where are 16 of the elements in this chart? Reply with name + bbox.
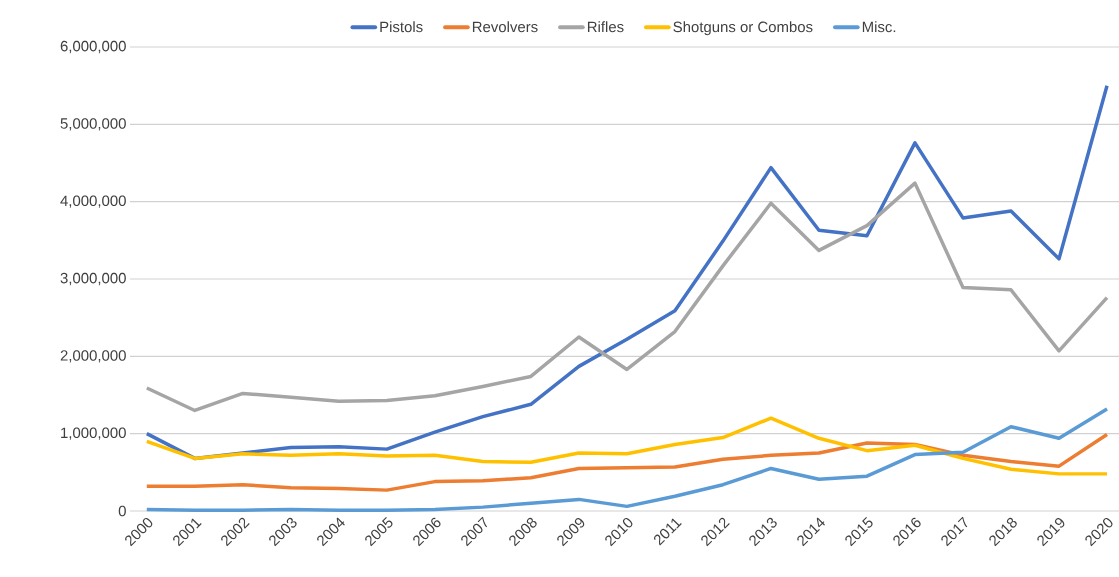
line-series bbox=[145, 407, 1109, 512]
y-tick-label: 3,000,000 bbox=[60, 272, 126, 286]
line-series bbox=[145, 432, 1109, 492]
y-tick-label: 6,000,000 bbox=[60, 40, 126, 54]
y-tick-label: 0 bbox=[118, 505, 126, 517]
y-tick-label: 4,000,000 bbox=[60, 195, 126, 208]
legend-label: Pistols bbox=[380, 21, 423, 33]
line-series bbox=[145, 181, 1109, 413]
y-tick-label: 2,000,000 bbox=[60, 350, 126, 363]
legend-label: Revolvers bbox=[472, 21, 538, 33]
legend-label: Shotguns or Combos bbox=[673, 21, 813, 36]
legend-label: Rifles bbox=[587, 21, 624, 33]
line-series bbox=[145, 416, 1109, 476]
legend-label: Misc. bbox=[862, 21, 896, 33]
y-tick-label: 1,000,000 bbox=[61, 427, 126, 440]
y-tick-label: 5,000,000 bbox=[60, 118, 126, 131]
